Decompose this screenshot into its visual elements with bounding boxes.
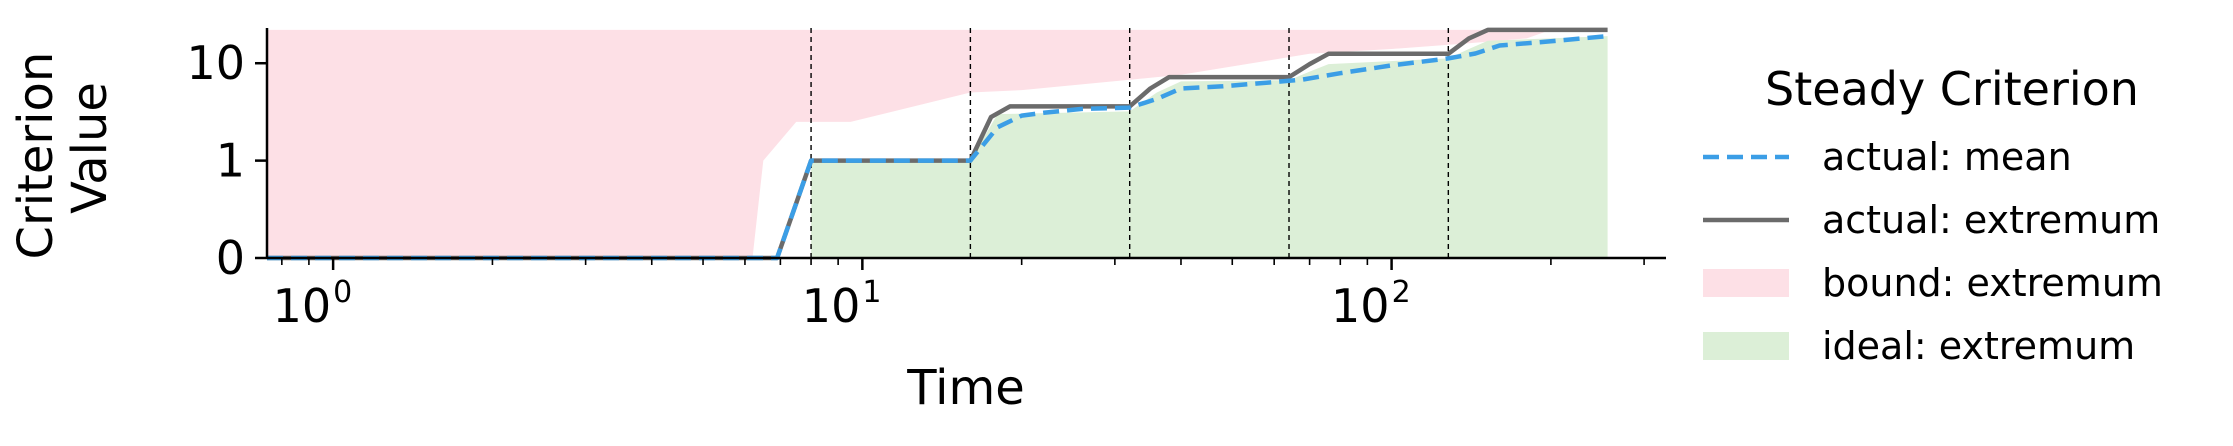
plot-area [267, 27, 1608, 261]
y-axis-label: Criterion Value [8, 36, 118, 259]
area-bound-extremum [267, 29, 1551, 259]
legend: Steady Criterion actual: mean actual: ext… [1703, 62, 2163, 368]
series-actual-extremum [267, 27, 1608, 261]
x-axis-label: Time [906, 360, 1024, 416]
legend-title: Steady Criterion [1765, 62, 2139, 116]
x-tick-exponent-10: 1 [862, 275, 881, 310]
legend-label-actual-mean: actual: mean [1822, 135, 2072, 179]
legend-label-ideal-extremum: ideal: extremum [1822, 324, 2135, 368]
legend-entries: actual: mean actual: extremum bound: extre… [1703, 135, 2163, 368]
area-ideal-extremum [811, 36, 1608, 258]
y-axis-label-line-2: Value [62, 82, 118, 214]
areas-layer [267, 29, 1608, 259]
x-ticks: 10 0 10 1 10 2 [273, 258, 1645, 333]
legend-swatch-bound-extremum [1703, 269, 1789, 297]
x-tick-label-1: 10 [273, 279, 332, 333]
y-tick-label-1: 1 [216, 134, 245, 188]
y-ticks: 0 1 10 [186, 36, 267, 285]
y-tick-label-10: 10 [186, 36, 245, 90]
y-tick-label-0: 0 [216, 231, 245, 285]
vertical-reference-lines [810, 28, 1450, 258]
x-tick-label-10: 10 [802, 279, 861, 333]
x-tick-exponent-1: 0 [333, 275, 352, 310]
legend-label-bound-extremum: bound: extremum [1822, 261, 2163, 305]
y-axis-label-line-1: Criterion [8, 52, 64, 260]
x-tick-label-100: 10 [1331, 279, 1390, 333]
series-actual-mean [267, 33, 1608, 261]
x-tick-exponent-100: 2 [1392, 275, 1411, 310]
legend-swatch-ideal-extremum [1703, 332, 1789, 360]
legend-label-actual-extremum: actual: extremum [1822, 198, 2160, 242]
series-layer [267, 27, 1608, 261]
